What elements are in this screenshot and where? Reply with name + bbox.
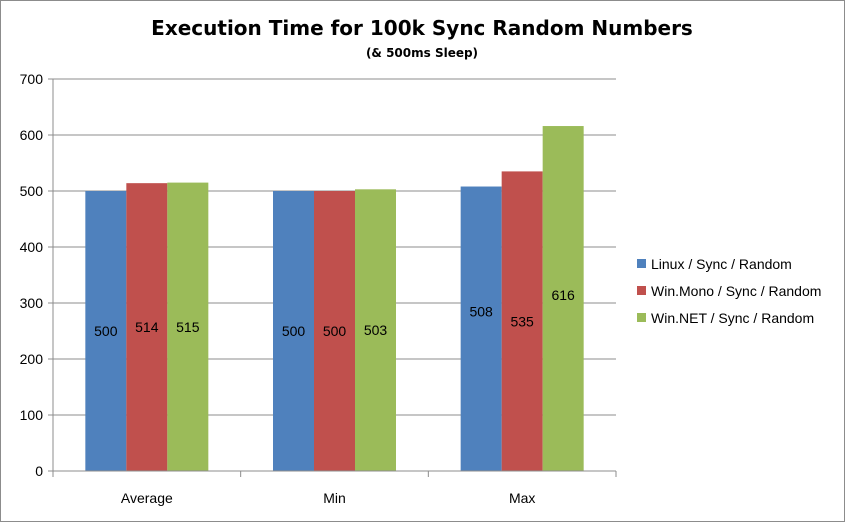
y-tick-label: 700: [20, 71, 44, 87]
legend-label: Win.Mono / Sync / Random: [651, 283, 821, 299]
data-label: 500: [323, 323, 347, 339]
legend: Linux / Sync / Random Win.Mono / Sync / R…: [637, 256, 821, 326]
data-label: 503: [364, 322, 388, 338]
legend-label: Win.NET / Sync / Random: [651, 310, 814, 326]
y-tick-label: 0: [35, 463, 43, 479]
bar: [126, 183, 168, 471]
x-tick-label: Max: [509, 490, 535, 506]
x-tick-label: Average: [121, 490, 173, 506]
chart-subtitle: (& 500ms Sleep): [366, 46, 478, 60]
bar: [167, 182, 209, 471]
data-label: 514: [135, 319, 159, 335]
bar: [460, 186, 502, 471]
bar: [314, 191, 355, 471]
axes: [48, 78, 617, 477]
data-label: 508: [469, 304, 493, 320]
labels: 0 100 200 300 400 500 600 700 500 514 515 Average 50…: [20, 71, 575, 506]
y-tick-label: 500: [20, 183, 44, 199]
bar: [273, 191, 314, 471]
bar: [501, 171, 543, 471]
chart-title: Execution Time for 100k Sync Random Numb…: [151, 16, 693, 40]
x-tick-label: Min: [323, 490, 346, 506]
data-label: 616: [551, 287, 575, 303]
y-tick-label: 300: [20, 295, 44, 311]
bar: [355, 189, 396, 471]
bar: [85, 191, 127, 471]
legend-swatch: [637, 313, 646, 322]
legend-swatch: [637, 286, 646, 295]
data-label: 500: [282, 323, 306, 339]
data-label: 535: [510, 313, 534, 329]
data-label: 500: [94, 323, 118, 339]
y-tick-label: 600: [20, 127, 44, 143]
legend-label: Linux / Sync / Random: [651, 256, 792, 272]
y-tick-label: 100: [20, 407, 44, 423]
bar: [542, 126, 584, 471]
bars: [85, 126, 584, 471]
y-tick-label: 400: [20, 239, 44, 255]
legend-swatch: [637, 259, 646, 268]
data-label: 515: [176, 319, 200, 335]
y-tick-label: 200: [20, 351, 44, 367]
